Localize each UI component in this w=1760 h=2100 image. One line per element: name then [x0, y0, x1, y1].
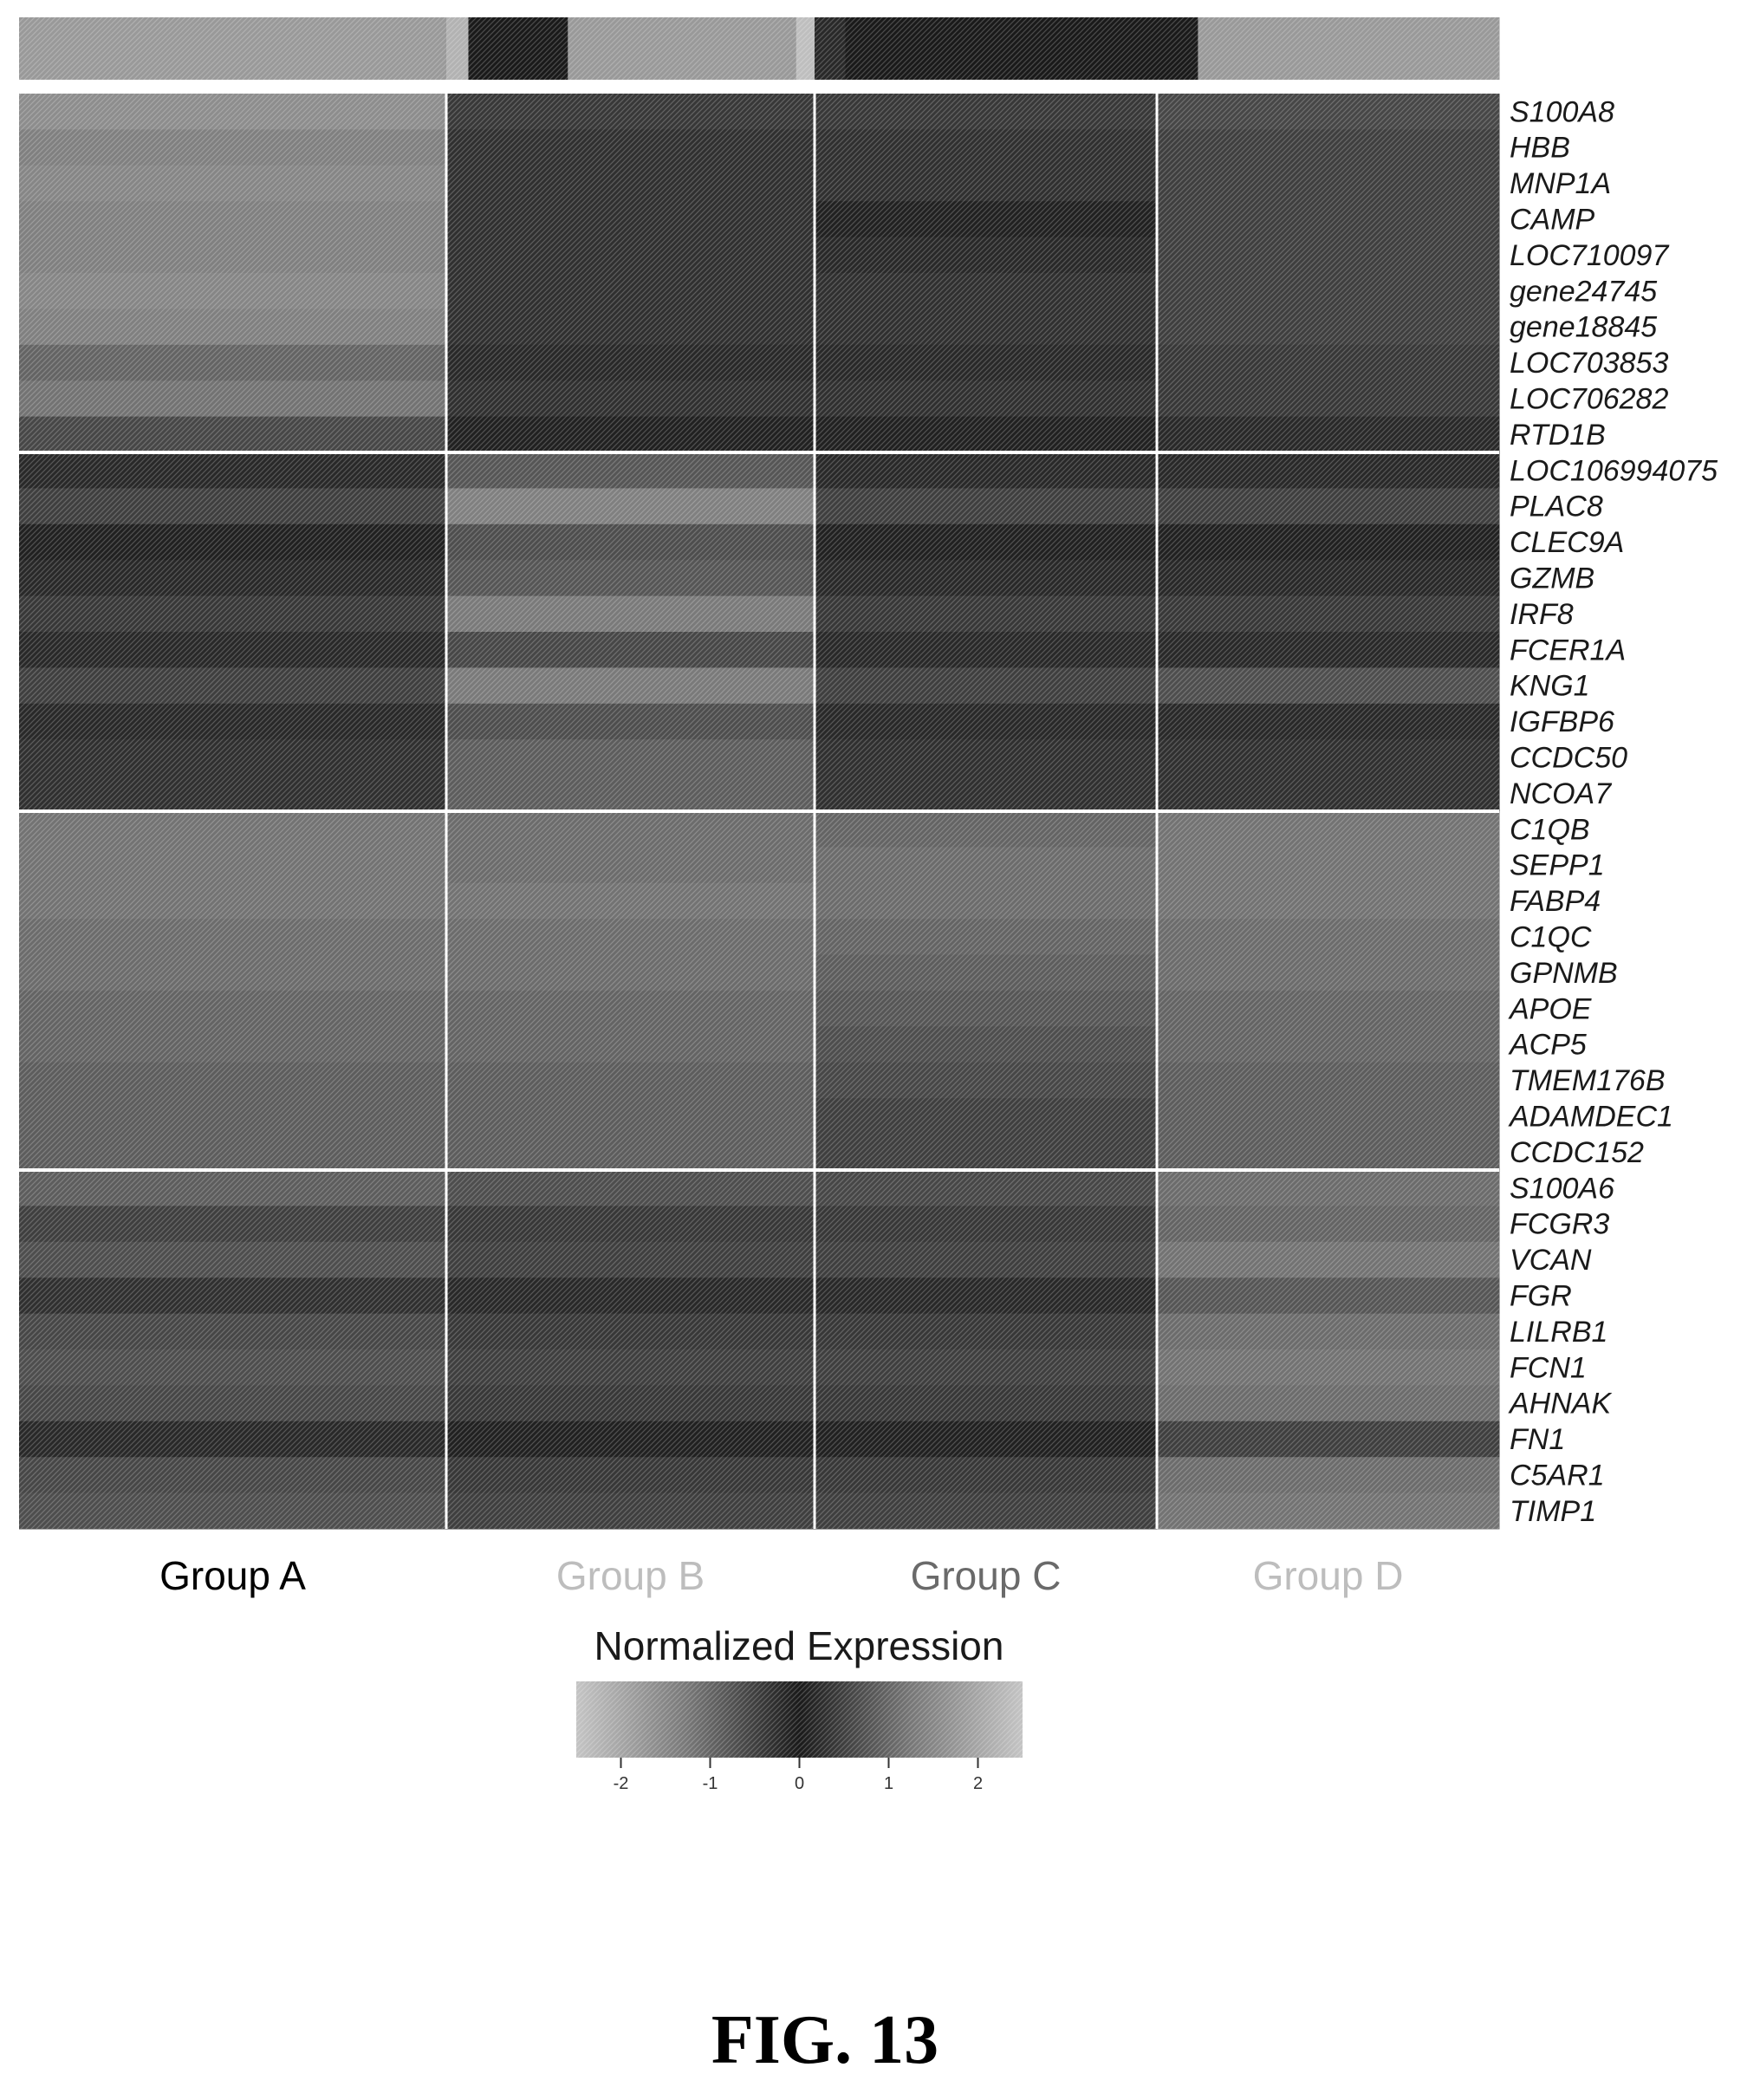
gene-label: CCDC152 [1510, 1136, 1644, 1169]
gene-labels: S100A8 HBBMNP1ACAMPLOC710097gene24745gene… [1508, 95, 1718, 1528]
gene-label: CAMP [1510, 203, 1595, 236]
legend-title: Normalized Expression [594, 1623, 1004, 1668]
gene-label: PLAC8 [1510, 491, 1603, 523]
gene-label: HBB [1510, 132, 1570, 165]
gene-label: FABP4 [1510, 885, 1601, 918]
legend-tick-label: 0 [795, 1774, 804, 1793]
gene-label: LOC106994075 [1510, 454, 1718, 487]
gene-label: CCDC50 [1510, 741, 1627, 774]
group-labels: Group A Group B Group C Group D [159, 1553, 1403, 1598]
gene-label: C1QB [1510, 813, 1590, 846]
gene-label: MNP1A [1510, 167, 1611, 200]
legend-ticks: -2 -1 0 1 2 [614, 1758, 983, 1793]
gene-label: GZMB [1510, 562, 1594, 595]
group-label: Group C [911, 1553, 1062, 1598]
gene-label: LOC703853 [1510, 347, 1668, 380]
annotation-texture [19, 17, 1499, 80]
figure-label: FIG. 13 [711, 2002, 938, 2078]
gene-label: FN1 [1510, 1423, 1565, 1456]
gene-label: AHNAK [1508, 1388, 1612, 1421]
gene-label: C1QC [1510, 920, 1592, 953]
color-legend: Normalized Expression -2 -1 0 1 2 [576, 1623, 1023, 1793]
gene-label: FCER1A [1510, 634, 1626, 666]
gene-label: LOC706282 [1510, 382, 1668, 415]
gene-label: IRF8 [1510, 598, 1574, 631]
gene-label: gene18845 [1510, 311, 1657, 344]
gene-label: gene24745 [1510, 275, 1657, 308]
gene-label: GPNMB [1510, 957, 1618, 990]
gene-label: FCGR3 [1510, 1208, 1609, 1241]
gene-label: S100A6 [1510, 1172, 1614, 1205]
heatmap-separators [19, 94, 1499, 1529]
gene-label: LOC710097 [1510, 239, 1669, 272]
group-annotation-bar [19, 17, 1500, 80]
gene-label: FCN1 [1510, 1351, 1587, 1384]
gene-label: S100A8 [1510, 95, 1614, 128]
gene-label: TIMP1 [1510, 1495, 1596, 1528]
gene-label: KNG1 [1510, 670, 1590, 703]
gene-label: APOE [1508, 992, 1592, 1025]
legend-tick-label: 2 [973, 1774, 983, 1793]
gene-label: VCAN [1510, 1244, 1592, 1277]
legend-tick-label: -2 [614, 1774, 629, 1793]
gene-label: ACP5 [1508, 1029, 1587, 1062]
gene-label: ADAMDEC1 [1508, 1100, 1673, 1133]
gene-label: RTD1B [1510, 419, 1606, 452]
gene-label: SEPP1 [1510, 849, 1605, 882]
gene-label: IGFBP6 [1510, 705, 1614, 738]
group-label: Group B [556, 1553, 705, 1598]
gene-label: C5AR1 [1510, 1459, 1605, 1492]
legend-color-bar-texture [576, 1681, 1023, 1758]
group-label: Group A [159, 1553, 306, 1598]
gene-label: TMEM176B [1510, 1064, 1666, 1097]
legend-tick-label: -1 [703, 1774, 718, 1793]
gene-label: FGR [1510, 1279, 1572, 1312]
legend-tick-label: 1 [884, 1774, 893, 1793]
gene-label: CLEC9A [1510, 526, 1624, 559]
gene-label: NCOA7 [1510, 777, 1612, 810]
group-label: Group D [1253, 1553, 1404, 1598]
gene-label: LILRB1 [1510, 1316, 1607, 1349]
